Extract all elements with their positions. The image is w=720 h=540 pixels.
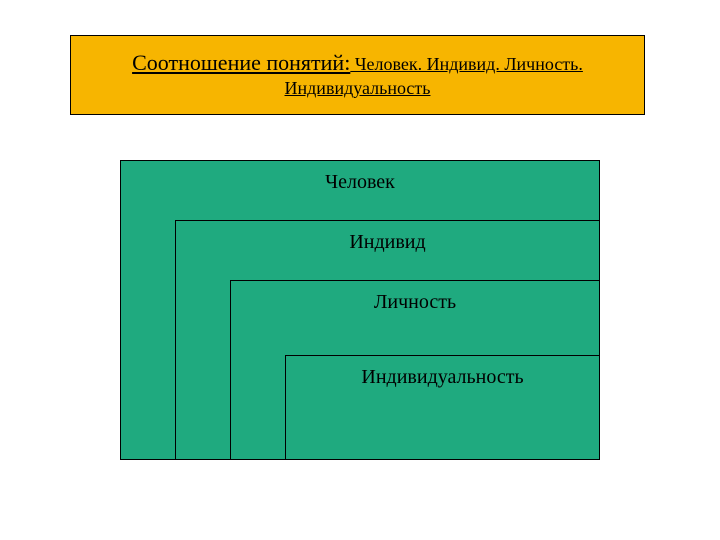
header-subtitle: Индивидуальность: [285, 78, 431, 98]
box-level-3: Индивидуальность: [285, 355, 600, 460]
header-title-line: Соотношение понятий: Человек. Индивид. Л…: [132, 49, 583, 78]
box-label-2: Личность: [231, 291, 599, 314]
header-title-main: Соотношение понятий:: [132, 50, 350, 75]
header-title-sub: Человек. Индивид. Личность.: [350, 54, 583, 74]
box-label-1: Индивид: [176, 231, 599, 254]
box-label-3: Индивидуальность: [286, 366, 599, 389]
box-label-0: Человек: [121, 171, 599, 194]
header-box: Соотношение понятий: Человек. Индивид. Л…: [70, 35, 645, 115]
